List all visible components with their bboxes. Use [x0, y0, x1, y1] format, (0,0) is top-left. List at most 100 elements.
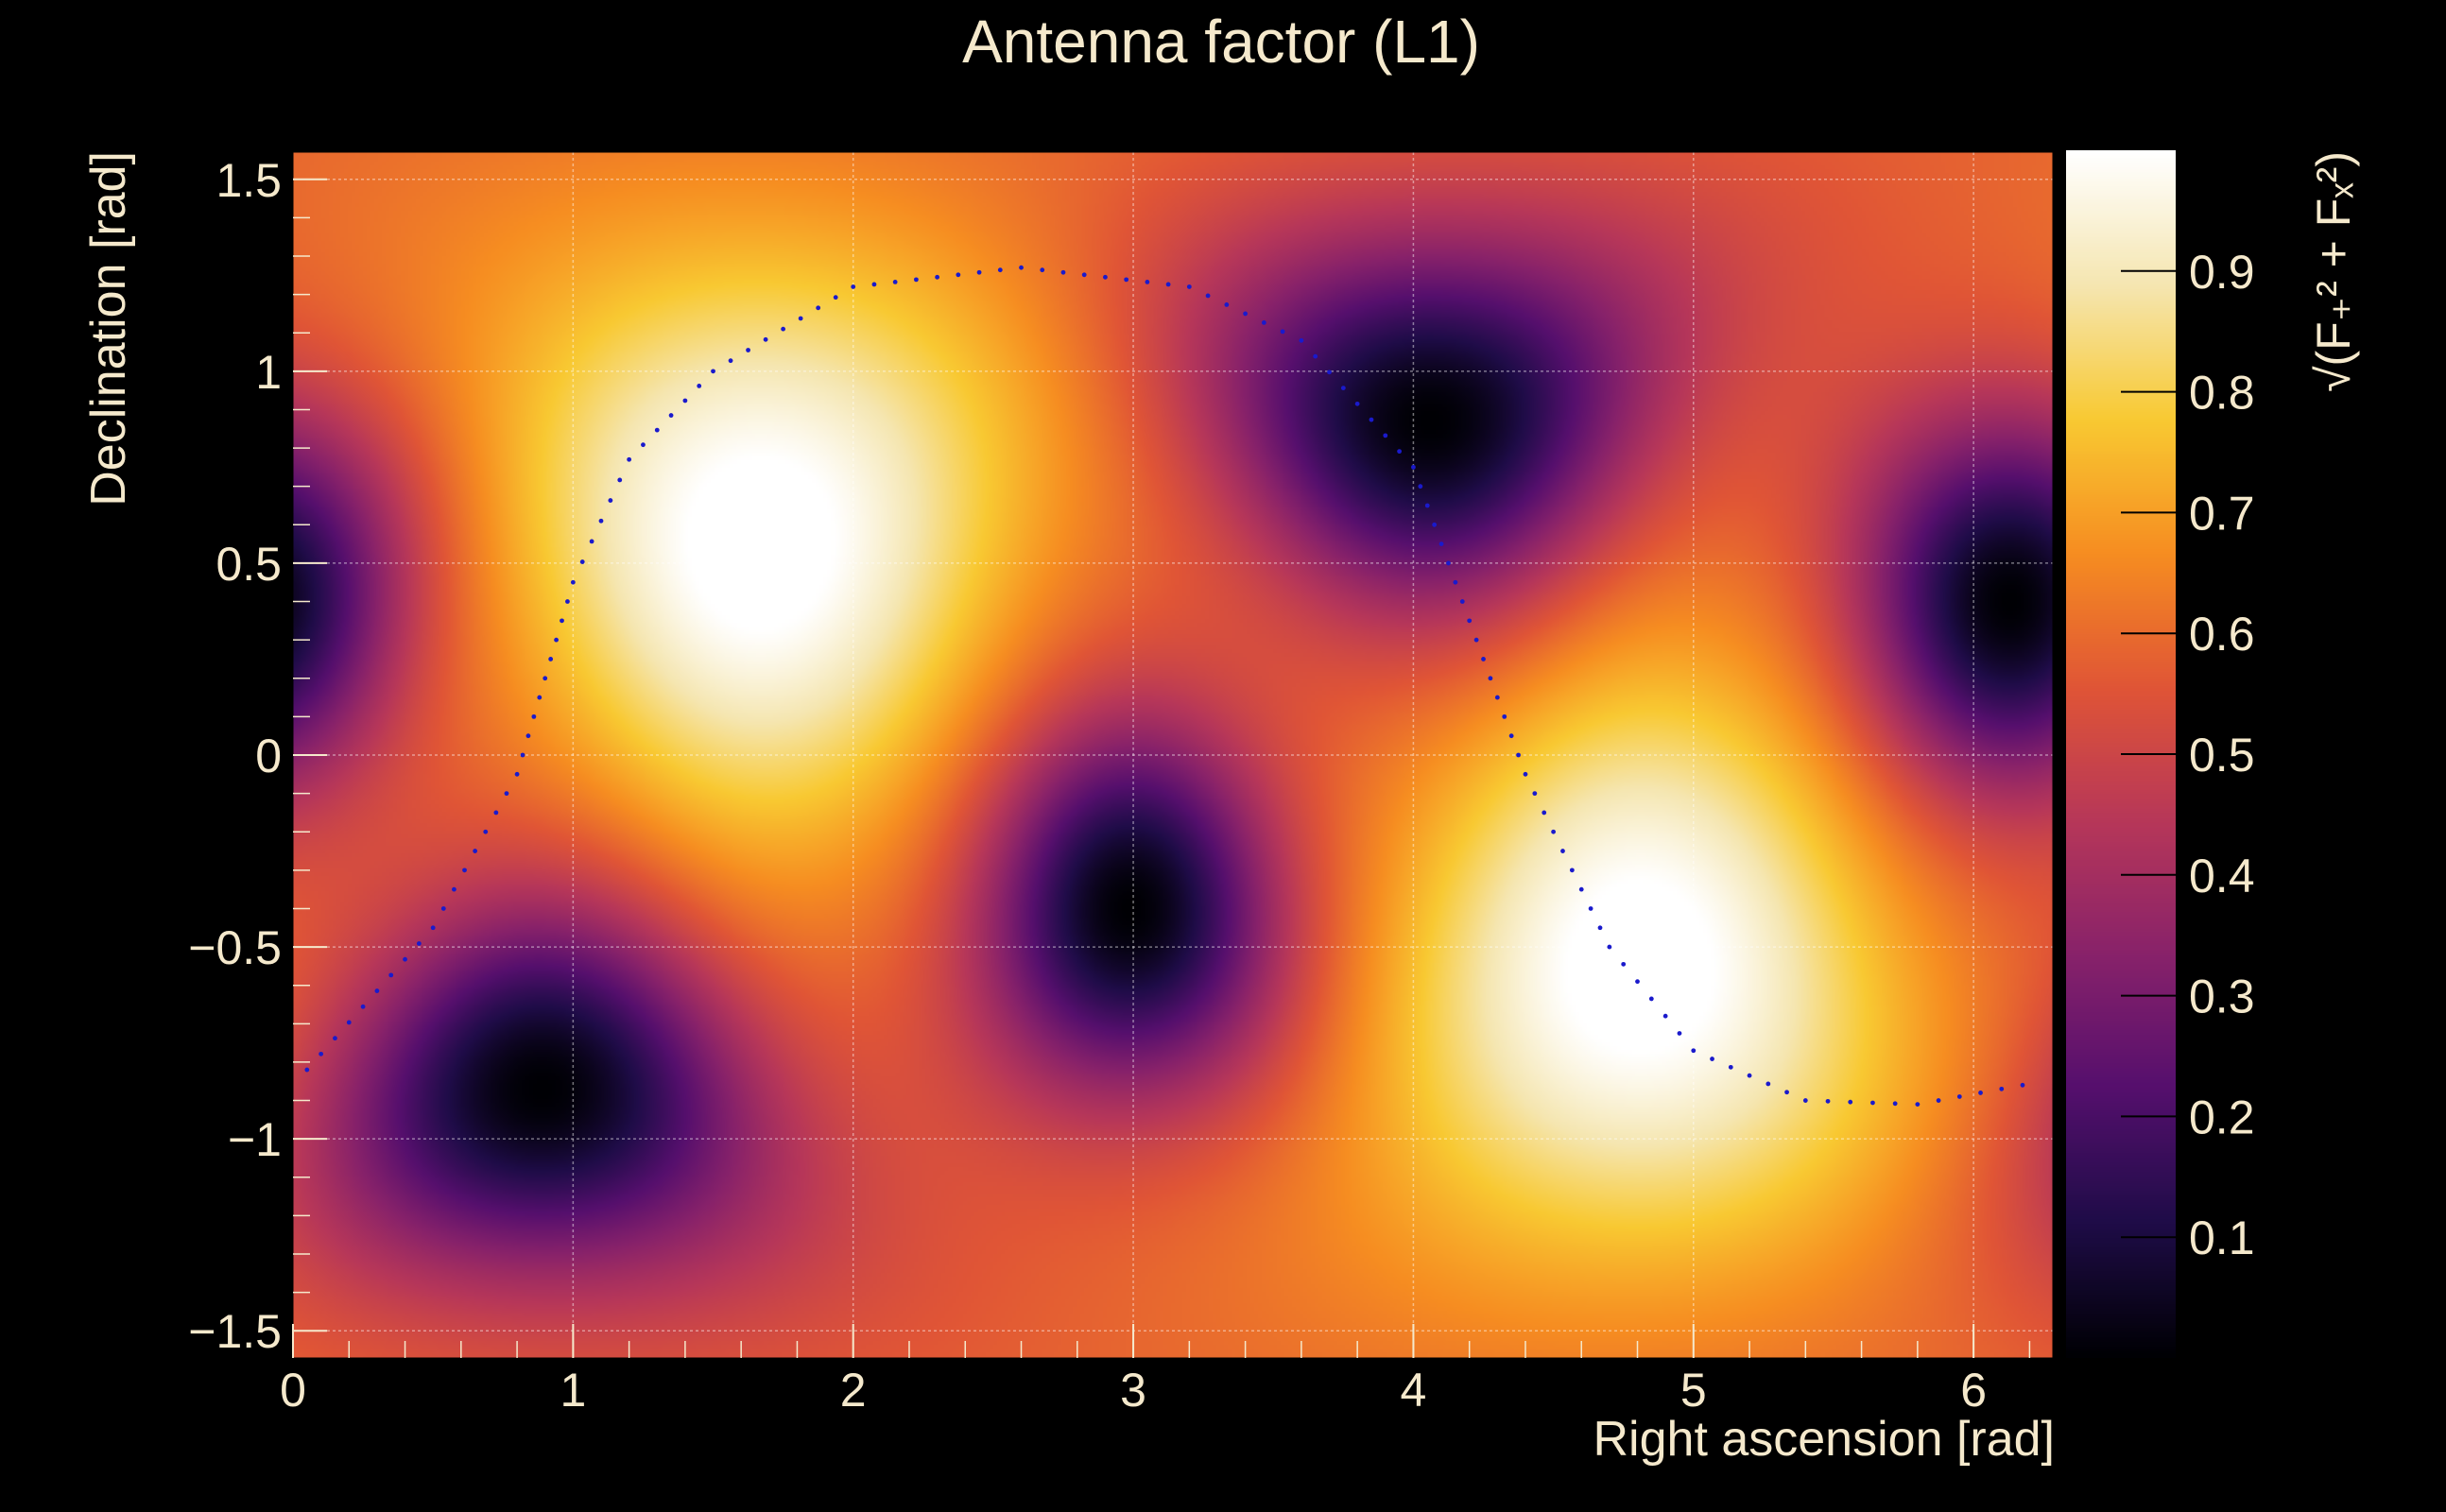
curve-point — [1516, 752, 1521, 758]
curve-point — [1523, 771, 1528, 777]
curve-point — [682, 398, 688, 404]
curve-point — [1936, 1098, 1941, 1103]
curve-point — [504, 791, 509, 797]
curve-point — [1165, 282, 1171, 287]
curve-point — [1446, 560, 1451, 566]
curve-point — [1848, 1099, 1853, 1105]
curve-point — [483, 829, 489, 834]
curve-point — [1383, 433, 1388, 438]
x-tick-label: 3 — [1120, 1364, 1146, 1417]
plot-area — [293, 152, 2053, 1358]
curve-point — [1354, 401, 1360, 406]
chart-title: Antenna factor (L1) — [962, 8, 1480, 76]
curve-point — [440, 906, 446, 911]
curve-point — [589, 539, 594, 544]
x-tick-label: 4 — [1401, 1364, 1427, 1417]
curve-point — [514, 771, 520, 777]
x-tick-label: 0 — [280, 1364, 306, 1417]
curve-point — [798, 316, 803, 321]
curve-point — [1607, 944, 1612, 950]
dotted-curve-series — [304, 265, 2025, 1108]
curve-point — [1956, 1094, 1962, 1099]
curve-point — [452, 886, 456, 892]
colorbar-tick-label: 0.7 — [2189, 487, 2255, 540]
curve-point — [416, 941, 422, 946]
curve-point — [1411, 464, 1416, 470]
colorbar-tick-label: 0.3 — [2189, 971, 2255, 1023]
curve-point — [1299, 337, 1304, 343]
curve-point — [816, 305, 821, 311]
curve-point — [711, 369, 715, 374]
curve-point — [537, 695, 543, 700]
curve-point — [913, 277, 919, 283]
curve-point — [1621, 961, 1627, 967]
curve-point — [2020, 1082, 2025, 1088]
curve-point — [1766, 1081, 1771, 1087]
curve-point — [1978, 1091, 1983, 1095]
curve-point — [892, 280, 898, 284]
curve-point — [1508, 733, 1514, 739]
curve-point — [304, 1067, 310, 1073]
curve-point — [543, 676, 548, 681]
curve-point — [1340, 386, 1346, 391]
x-tick-label: 2 — [840, 1364, 867, 1417]
curve-point — [319, 1051, 324, 1057]
axes: 0 1 2 3 4 5 6 −1.5 −1 −0.5 0 0.5 1 1.5 — [188, 151, 2054, 1417]
y-tick-label: −0.5 — [188, 921, 282, 974]
curve-point — [746, 348, 750, 352]
curve-point — [935, 274, 940, 280]
curve-point — [1280, 329, 1285, 335]
curve-point — [554, 637, 559, 643]
curve-point — [560, 618, 564, 624]
y-tick-label: 0 — [255, 730, 282, 782]
curve-point — [462, 868, 467, 873]
curve-point — [346, 1020, 352, 1025]
curve-point — [976, 269, 982, 275]
curve-point — [1205, 293, 1211, 299]
heatmap-image — [293, 152, 2053, 1358]
x-tick-label: 5 — [1680, 1364, 1707, 1417]
curve-point — [1635, 979, 1640, 985]
curve-point — [598, 518, 604, 524]
curve-point — [1560, 849, 1565, 853]
curve-point — [1019, 265, 1024, 270]
curve-point — [579, 559, 585, 564]
y-axis-label: Declination [rad] — [81, 151, 136, 507]
curve-point — [1313, 353, 1318, 359]
curve-point — [430, 925, 436, 931]
curve-point — [1397, 449, 1403, 455]
curve-point — [531, 713, 537, 719]
y-tick-label: 1 — [255, 346, 282, 399]
curve-point — [1488, 676, 1493, 681]
curve-point — [668, 413, 674, 418]
curve-point — [608, 498, 613, 503]
curve-point — [1494, 695, 1500, 700]
curve-point — [1551, 829, 1556, 834]
curve-point — [493, 810, 499, 816]
curve-point — [763, 336, 768, 342]
curve-point — [1542, 810, 1547, 816]
curve-point — [1915, 1102, 1921, 1108]
curve-point — [1453, 579, 1458, 585]
y-tick-label: 1.5 — [215, 154, 282, 207]
curve-point — [871, 282, 877, 287]
colorbar-tick-label: 0.4 — [2189, 850, 2255, 902]
colorbar-label: √(F₊² + Fₓ²) — [2307, 151, 2360, 392]
x-tick-label: 6 — [1960, 1364, 1987, 1417]
curve-point — [697, 384, 702, 388]
y-tick-label: 0.5 — [215, 538, 282, 591]
curve-point — [1802, 1098, 1808, 1103]
curve-point — [1060, 269, 1066, 275]
curve-point — [1418, 484, 1423, 490]
curve-point — [728, 358, 733, 364]
curve-point — [1327, 369, 1332, 375]
curve-point — [1532, 791, 1538, 797]
colorbar-tick-label: 0.6 — [2189, 608, 2255, 661]
curve-point — [833, 295, 838, 301]
curve-point — [473, 849, 478, 853]
curve-point — [333, 1036, 337, 1041]
colorbar-tick-label: 0.2 — [2189, 1091, 2255, 1143]
curve-point — [1040, 267, 1045, 273]
x-tick-label: 1 — [560, 1364, 586, 1417]
